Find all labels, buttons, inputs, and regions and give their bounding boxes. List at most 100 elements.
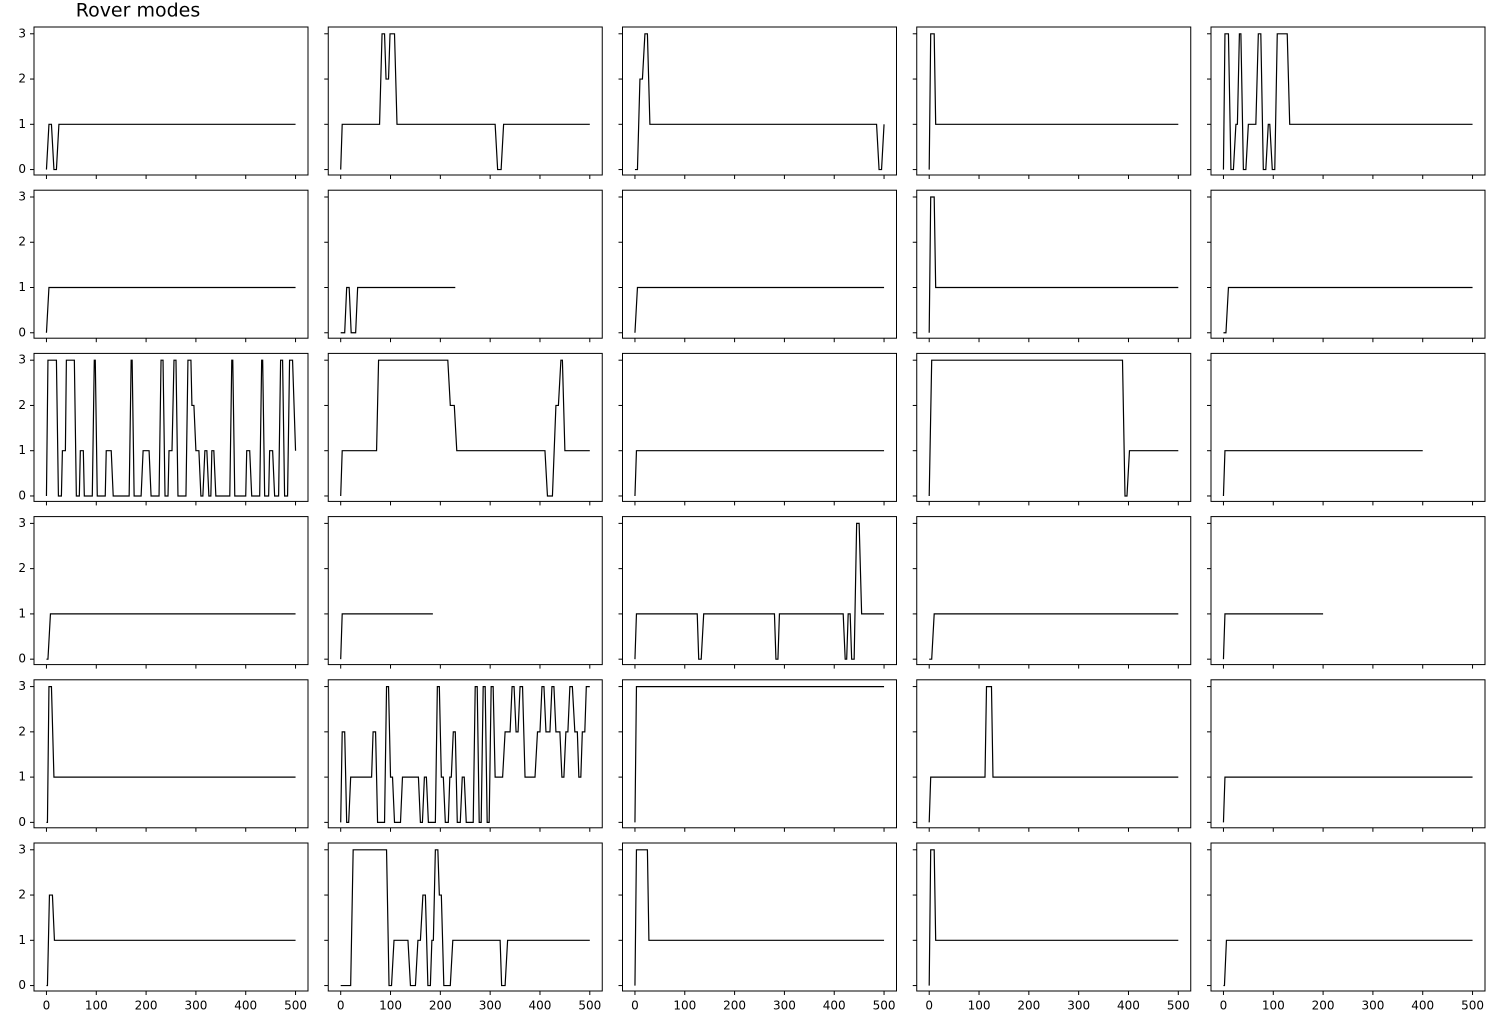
x-tick-label: 400 bbox=[1411, 999, 1434, 1013]
mode-line bbox=[45, 359, 297, 497]
axes-frame bbox=[1210, 26, 1486, 176]
mode-line bbox=[634, 33, 885, 171]
x-tick-label: 300 bbox=[773, 999, 796, 1013]
mode-line bbox=[928, 849, 1179, 986]
mode-line bbox=[46, 685, 296, 823]
x-tick-label: 200 bbox=[723, 999, 746, 1013]
mode-line bbox=[634, 685, 885, 823]
y-tick-label: 1 bbox=[18, 117, 26, 131]
axes-frame bbox=[33, 352, 309, 502]
x-tick-label: 400 bbox=[234, 999, 257, 1013]
y-tick-label: 2 bbox=[18, 72, 26, 86]
mode-line bbox=[634, 849, 885, 986]
mode-line bbox=[634, 450, 885, 496]
mode-line bbox=[340, 286, 456, 334]
y-tick-label: 2 bbox=[18, 561, 26, 575]
mode-line bbox=[340, 849, 590, 987]
mode-line bbox=[1223, 286, 1473, 334]
x-tick-label: 100 bbox=[1262, 999, 1285, 1013]
mode-line bbox=[1222, 613, 1324, 660]
x-tick-label: 500 bbox=[1167, 999, 1190, 1013]
x-tick-label: 500 bbox=[578, 999, 601, 1013]
y-tick-label: 3 bbox=[18, 26, 26, 40]
x-tick-label: 0 bbox=[1220, 999, 1228, 1013]
axes-frame bbox=[1210, 352, 1486, 502]
mode-line bbox=[1222, 33, 1473, 171]
x-tick-label: 200 bbox=[135, 999, 158, 1013]
axes-frame bbox=[327, 679, 603, 829]
mode-line bbox=[928, 359, 1179, 497]
mode-line bbox=[929, 613, 1179, 660]
y-tick-label: 2 bbox=[18, 235, 26, 249]
y-tick-label: 2 bbox=[18, 888, 26, 902]
y-tick-label: 3 bbox=[18, 842, 26, 856]
axes-frame bbox=[916, 26, 1192, 176]
y-tick-label: 0 bbox=[18, 815, 26, 829]
y-tick-label: 1 bbox=[18, 280, 26, 294]
axes-frame bbox=[33, 516, 309, 666]
mode-line bbox=[340, 33, 590, 171]
x-tick-label: 400 bbox=[823, 999, 846, 1013]
axes-frame bbox=[327, 516, 603, 666]
x-tick-label: 300 bbox=[1067, 999, 1090, 1013]
mode-line bbox=[928, 685, 1179, 823]
y-tick-label: 0 bbox=[18, 652, 26, 666]
axes-frame bbox=[33, 189, 309, 339]
mode-line bbox=[634, 522, 885, 660]
y-tick-label: 2 bbox=[18, 398, 26, 412]
y-tick-label: 1 bbox=[18, 933, 26, 947]
axes-frame bbox=[622, 189, 897, 339]
mode-line bbox=[340, 359, 590, 497]
y-tick-label: 2 bbox=[18, 724, 26, 738]
axes-frame bbox=[1210, 679, 1486, 829]
x-tick-label: 0 bbox=[925, 999, 933, 1013]
x-tick-label: 400 bbox=[529, 999, 552, 1013]
mode-line bbox=[340, 613, 433, 660]
axes-frame bbox=[327, 352, 603, 502]
x-tick-label: 300 bbox=[1361, 999, 1384, 1013]
axes-frame bbox=[327, 842, 603, 992]
x-tick-label: 0 bbox=[43, 999, 51, 1013]
axes-frame bbox=[327, 26, 603, 176]
axes-frame bbox=[33, 26, 309, 176]
mode-line bbox=[1222, 776, 1473, 823]
axes-frame bbox=[622, 516, 897, 666]
axes-frame bbox=[916, 352, 1192, 502]
x-tick-label: 200 bbox=[1017, 999, 1040, 1013]
axes-frame bbox=[622, 842, 897, 992]
axes-frame bbox=[33, 679, 309, 829]
y-tick-label: 1 bbox=[18, 770, 26, 784]
y-tick-label: 3 bbox=[18, 679, 26, 693]
axes-frame bbox=[916, 189, 1192, 339]
x-tick-label: 100 bbox=[379, 999, 402, 1013]
axes-frame bbox=[1210, 842, 1486, 992]
x-tick-label: 100 bbox=[673, 999, 696, 1013]
chart-title: Rover modes bbox=[76, 0, 201, 22]
mode-line bbox=[46, 894, 296, 987]
x-tick-label: 500 bbox=[1461, 999, 1484, 1013]
mode-line bbox=[928, 196, 1179, 333]
mode-line bbox=[46, 613, 296, 660]
x-tick-label: 0 bbox=[631, 999, 639, 1013]
x-tick-label: 0 bbox=[337, 999, 345, 1013]
y-tick-label: 0 bbox=[18, 978, 26, 992]
axes-frame bbox=[916, 679, 1192, 829]
axes-frame bbox=[33, 842, 309, 992]
mode-line bbox=[1222, 450, 1423, 496]
mode-line bbox=[1223, 939, 1473, 987]
x-tick-label: 500 bbox=[873, 999, 896, 1013]
axes-frame bbox=[327, 189, 603, 339]
mode-line bbox=[634, 286, 885, 333]
axes-frame bbox=[622, 679, 897, 829]
x-tick-label: 300 bbox=[479, 999, 502, 1013]
y-tick-label: 3 bbox=[18, 516, 26, 530]
x-tick-label: 200 bbox=[429, 999, 452, 1013]
axes-frame bbox=[622, 26, 897, 176]
x-tick-label: 500 bbox=[284, 999, 307, 1013]
y-tick-label: 0 bbox=[18, 162, 26, 176]
x-tick-label: 400 bbox=[1117, 999, 1140, 1013]
x-tick-label: 300 bbox=[184, 999, 207, 1013]
mode-line bbox=[45, 286, 296, 333]
y-tick-label: 3 bbox=[18, 189, 26, 203]
